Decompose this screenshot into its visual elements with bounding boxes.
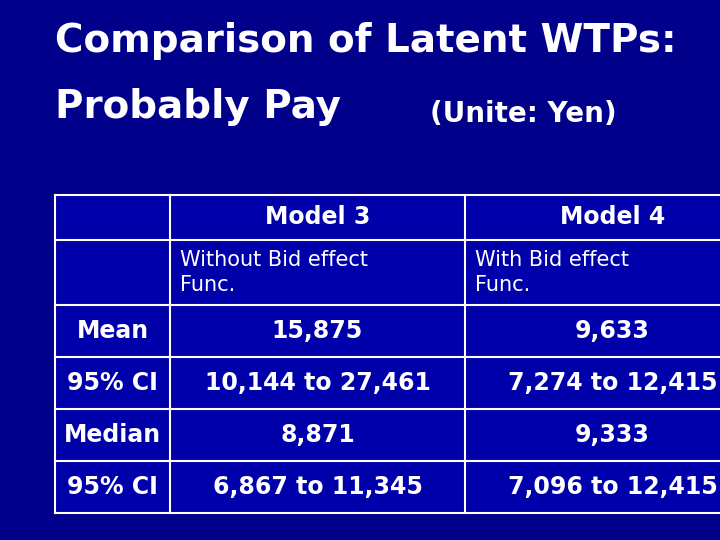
Text: 7,096 to 12,415: 7,096 to 12,415	[508, 475, 717, 499]
Text: 8,871: 8,871	[280, 423, 355, 447]
Text: 9,333: 9,333	[575, 423, 650, 447]
Text: 95% CI: 95% CI	[67, 475, 158, 499]
Text: 9,633: 9,633	[575, 319, 650, 343]
Text: Probably Pay: Probably Pay	[55, 88, 341, 126]
Bar	[55, 195, 720, 513]
Text: Median: Median	[64, 423, 161, 447]
Text: 95% CI: 95% CI	[67, 371, 158, 395]
Text: (Unite: Yen): (Unite: Yen)	[430, 100, 616, 128]
Text: Mean: Mean	[76, 319, 148, 343]
Text: 7,274 to 12,415: 7,274 to 12,415	[508, 371, 717, 395]
Text: Model 3: Model 3	[265, 206, 370, 230]
Text: 15,875: 15,875	[272, 319, 363, 343]
Text: With Bid effect
Func.: With Bid effect Func.	[475, 250, 629, 295]
Text: Without Bid effect
Func.: Without Bid effect Func.	[180, 250, 368, 295]
Text: 10,144 to 27,461: 10,144 to 27,461	[204, 371, 431, 395]
Text: Comparison of Latent WTPs:: Comparison of Latent WTPs:	[55, 22, 677, 60]
Text: Model 4: Model 4	[560, 206, 665, 230]
Text: 6,867 to 11,345: 6,867 to 11,345	[212, 475, 423, 499]
